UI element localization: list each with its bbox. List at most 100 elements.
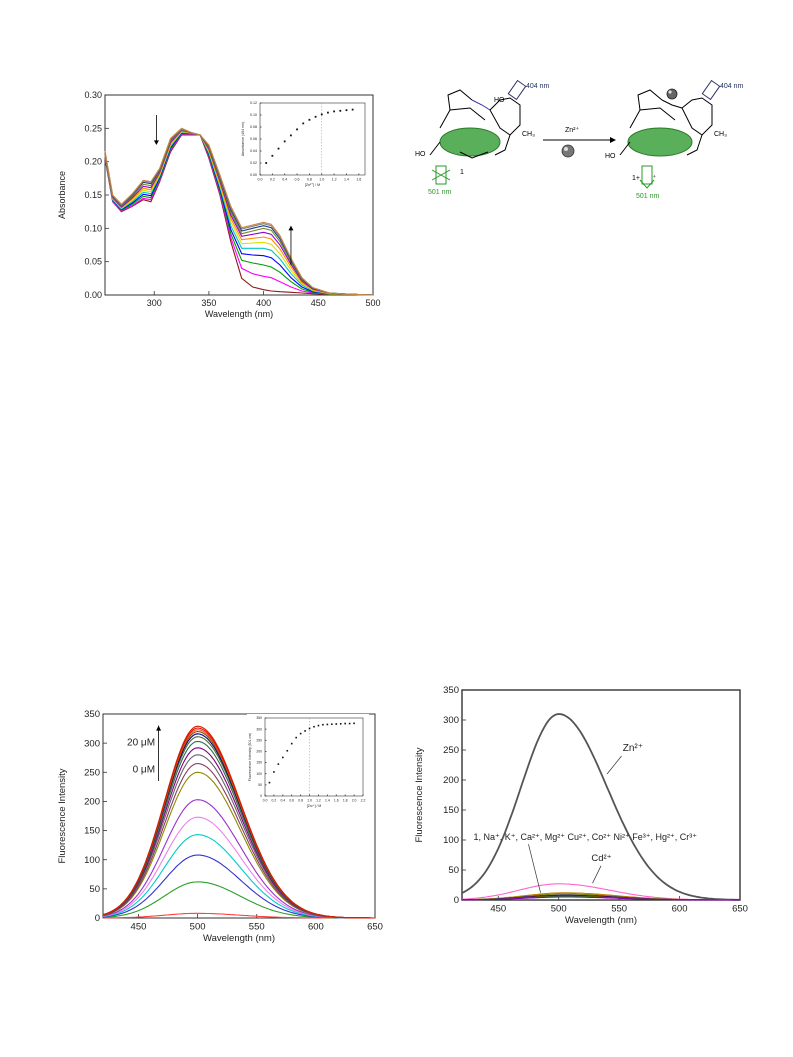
- absorbance-series-line: [104, 130, 374, 296]
- inset-data-point: [339, 109, 342, 112]
- inset-data-point: [339, 722, 342, 725]
- plot-frame: [102, 713, 376, 919]
- y-tick-label: 300: [443, 715, 459, 726]
- y-axis-label: Fluorescence Intensity: [414, 747, 425, 842]
- x-axis-label: Wavelength (nm): [565, 915, 637, 926]
- y-tick-label: 150: [443, 805, 459, 816]
- inset-y-tick-label: 0.08: [250, 125, 257, 129]
- inset-y-tick-label: 50: [258, 783, 262, 787]
- inset-x-tick-label: 0.4: [282, 178, 287, 182]
- inset-data-point: [277, 147, 280, 150]
- ligand-structure: HO CH₃ HO 1 404 nm 501 nm: [415, 80, 550, 196]
- inset-data-point: [289, 134, 292, 137]
- y-tick-label: 150: [84, 826, 100, 837]
- fl-selectivity-chart: 450 500 550 600 650 0 50 100 150 200 250 300 350 Wave…: [414, 685, 748, 926]
- y-tick-label: 0.05: [84, 257, 102, 267]
- inset-data-point: [273, 771, 275, 773]
- x-tick-label: 650: [732, 904, 748, 915]
- inset-x-tick-label: 1.8: [343, 798, 348, 802]
- inset-y-tick-label: 0.02: [250, 161, 257, 165]
- inset-x-tick-label: 0.6: [295, 178, 300, 182]
- y-tick-label: 0.00: [84, 290, 102, 300]
- inset-x-axis-label: [Zn²⁺] / M: [305, 183, 320, 187]
- x-tick-label: 500: [551, 904, 567, 915]
- inset-y-tick-label: 200: [256, 750, 262, 754]
- reagent-label: Zn²⁺: [565, 126, 580, 134]
- absorbance-series-line: [104, 131, 374, 296]
- y-tick-label: 0: [454, 895, 459, 906]
- uv-chart: 300 350 400 450 500 0.00 0.05 0.10 0.15 0.20 0.25 0…: [57, 90, 381, 319]
- inset-x-tick-label: 2.2: [361, 798, 366, 802]
- inset-x-tick-label: 1.4: [325, 798, 330, 802]
- inset-data-point: [277, 763, 280, 765]
- inset-data-point: [320, 113, 323, 116]
- y-tick-label: 350: [84, 709, 100, 720]
- complex-structure: CH₃ HO 404 nm 1+ Zn²⁺ 501 nm: [605, 80, 744, 200]
- inset-data-point: [322, 723, 324, 726]
- decrease-arrow-head: [153, 140, 159, 145]
- others-pointer: [528, 844, 541, 893]
- x-tick-label: 600: [672, 904, 688, 915]
- plot-frame: [461, 689, 741, 901]
- inset-x-tick-label: 2.0: [352, 798, 357, 802]
- y-tick-label: 250: [443, 745, 459, 756]
- excitation-label: 404 nm: [526, 83, 550, 90]
- zn-label: Zn²⁺: [623, 743, 643, 754]
- y-tick-label: 0.25: [84, 123, 102, 133]
- x-tick-label: 550: [249, 922, 265, 933]
- inset-y-tick-label: 100: [256, 772, 262, 776]
- inset-data-point: [282, 756, 284, 759]
- y-tick-label: 200: [443, 775, 459, 786]
- y-tick-label: 0.30: [84, 90, 102, 100]
- fl-titration-chart: 450 500 550 600 650050100150200250300350Wave…: [57, 709, 383, 944]
- inset-data-point: [286, 749, 289, 752]
- y-tick-label: 250: [84, 767, 100, 778]
- increase-arrow-head: [288, 225, 294, 231]
- inset-x-tick-label: 1.2: [316, 798, 321, 802]
- compound-label: 1: [460, 169, 464, 176]
- excitation-label-2: 404 nm: [720, 83, 744, 90]
- y-tick-label: 0.20: [84, 157, 102, 167]
- inset-x-tick-label: 1.4: [344, 178, 349, 182]
- x-tick-label: 550: [611, 904, 627, 915]
- inset-x-tick-label: 0.6: [289, 798, 294, 802]
- inset-x-tick-label: 1.2: [332, 178, 337, 182]
- absorbance-series-line: [104, 129, 374, 296]
- inset-x-tick-label: 0.8: [307, 178, 312, 182]
- selectivity-series-line: [461, 713, 740, 901]
- zn-pointer: [606, 755, 622, 775]
- inset-data-point: [326, 723, 329, 726]
- inset-data-point: [308, 727, 311, 730]
- inset-data-point: [327, 111, 329, 114]
- inset-y-tick-label: 0: [260, 794, 262, 798]
- inset-data-point: [317, 724, 320, 727]
- inset-data-point: [295, 736, 297, 739]
- y-tick-label: 0: [95, 913, 100, 924]
- inset-background: [247, 714, 369, 812]
- inset-data-point: [313, 725, 315, 728]
- inset-x-tick-label: 1.6: [334, 798, 339, 802]
- inset-x-tick-label: 0.2: [270, 178, 275, 182]
- inset-y-tick-label: 0.06: [250, 137, 257, 141]
- reaction-arrow: Zn²⁺: [543, 126, 616, 158]
- y-axis-label: Fluorescence Intensity: [57, 768, 68, 863]
- inset-x-tick-label: 1.0: [319, 178, 324, 182]
- inset-x-tick-label: 0.2: [272, 798, 277, 802]
- inset-x-axis-label: [Zn²⁺] / M: [307, 804, 322, 808]
- emission-label-on: 501 nm: [636, 193, 660, 200]
- ho-label: HO: [494, 97, 505, 104]
- conc-label-low: 0 μM: [133, 764, 155, 775]
- x-axis-label: Wavelength (nm): [203, 933, 275, 944]
- ho-label-2: HO: [415, 151, 426, 158]
- inset-data-point: [268, 781, 271, 784]
- inset-y-tick-label: 250: [256, 738, 262, 742]
- ho-label-3: HO: [605, 153, 616, 160]
- increase-arrow-head: [156, 725, 162, 731]
- inset-y-tick-label: 0.04: [250, 149, 257, 153]
- y-tick-label: 300: [84, 738, 100, 749]
- inset-x-tick-label: 0.8: [298, 798, 303, 802]
- inset-y-axis-label: Fluorescence Intensity (501 nm): [248, 733, 252, 781]
- inset-data-point: [331, 723, 333, 726]
- x-tick-label: 450: [131, 922, 147, 933]
- emission-label-off: 501 nm: [428, 189, 452, 196]
